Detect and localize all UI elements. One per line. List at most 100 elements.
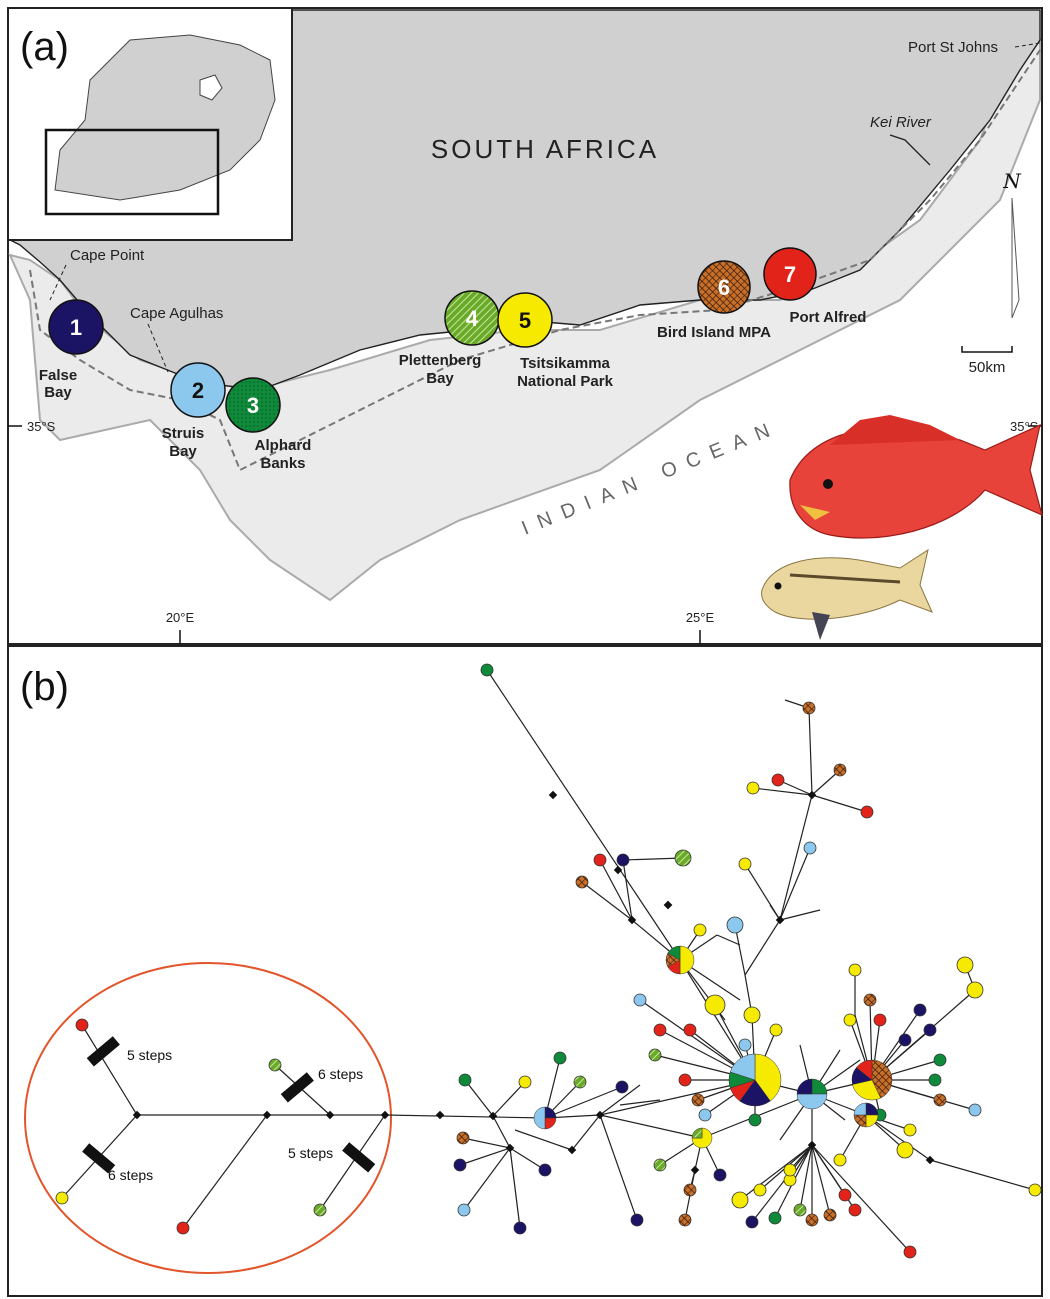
haplotype-node [575, 875, 589, 889]
site-5: 5 Tsitsikamma National Park [497, 292, 614, 390]
site-3: 3 Alphard Banks [225, 377, 311, 472]
haplotype-node [738, 857, 752, 871]
north-label: N [1002, 169, 1022, 193]
haplotype-node [966, 981, 984, 999]
site-name-line2: National Park [517, 373, 614, 390]
fish-illustration-juvenile [761, 548, 933, 640]
network-edge [811, 794, 868, 813]
haplotype-node [674, 849, 692, 867]
country-label: SOUTH AFRICA [431, 134, 659, 164]
haplotype-node [933, 1093, 947, 1107]
panel-a-map: (a) SOUTH AFRICA INDIAN OCEAN Cape Point… [7, 7, 1043, 645]
haplotype-node [458, 1073, 472, 1087]
haplotype-node [838, 1188, 852, 1202]
site-name: False [39, 367, 77, 384]
site-number: 3 [247, 393, 259, 418]
site-number: 1 [70, 315, 82, 340]
lon-label-20: 20°E [166, 610, 195, 625]
pie-slice [533, 1106, 546, 1130]
haplotype-node [873, 1013, 887, 1027]
fish-illustration-adult [789, 415, 1043, 539]
median-vector [595, 1110, 605, 1120]
lat-label-left: 35°S [27, 419, 56, 434]
pie-slice [796, 1093, 828, 1110]
haplotype-node [848, 1203, 862, 1217]
haplotype-node [726, 916, 744, 934]
haplotype-pie-node [853, 1102, 879, 1128]
site-name: Plettenberg [399, 352, 482, 369]
haplotype-node [903, 1123, 917, 1137]
median-vector [807, 790, 817, 800]
haplotype-pie-node [851, 1059, 893, 1101]
haplotype-node [1028, 1183, 1042, 1197]
pie-slice [853, 1102, 867, 1116]
lon-label-25: 25°E [686, 610, 715, 625]
haplotype-node [713, 1168, 727, 1182]
network-edge [581, 881, 633, 921]
network-edge [751, 1144, 813, 1223]
haplotype-pie-node [533, 1106, 557, 1130]
mutation-bar [342, 1142, 376, 1173]
haplotype-node [75, 1018, 89, 1032]
site-number: 4 [466, 306, 479, 331]
median-vector [380, 1110, 390, 1120]
cape-agulhas-label: Cape Agulhas [130, 305, 223, 322]
haplotype-node [633, 993, 647, 1007]
haplotype-node [753, 1183, 767, 1197]
median-vector [567, 1145, 577, 1155]
median-vector [262, 1110, 272, 1120]
network-edge [571, 1114, 601, 1151]
site-2: 2 Struis Bay [162, 362, 226, 460]
site-name-line2: Banks [260, 455, 305, 472]
network-edge [779, 794, 813, 921]
haplotype-node [268, 1058, 282, 1072]
haplotype-node [731, 1191, 749, 1209]
haplotype-node [678, 1213, 692, 1227]
network-edge [492, 1115, 511, 1149]
median-vector [505, 1143, 515, 1153]
median-vector [548, 790, 558, 800]
median-vector [488, 1111, 498, 1121]
mutation-bar [86, 1036, 120, 1067]
site-number: 5 [519, 308, 531, 333]
network-edge [622, 859, 633, 921]
network-edge [509, 1147, 546, 1171]
site-7: 7 Port Alfred [763, 247, 866, 326]
network-edge [462, 1137, 511, 1149]
site-4: 4 Plettenberg Bay [399, 290, 500, 387]
site-1: 1 False Bay [39, 299, 104, 401]
haplotype-node [693, 923, 707, 937]
site-6: 6 Bird Island MPA [657, 260, 771, 341]
haplotype-node [704, 994, 726, 1016]
north-arrow: N [1002, 169, 1022, 319]
haplotype-node [743, 1006, 761, 1024]
site-name-line2: Bay [44, 384, 72, 401]
haplotype-node [55, 1191, 69, 1205]
network-edge [182, 1114, 268, 1229]
pie-slice [691, 1127, 703, 1139]
haplotype-node [653, 1023, 667, 1037]
haplotype-node [769, 1023, 783, 1037]
network-edge [744, 863, 781, 921]
panel-a-tag: (a) [20, 25, 69, 69]
network-edge [544, 1086, 623, 1119]
median-vector [775, 915, 785, 925]
haplotype-node [518, 1075, 532, 1089]
haplotype-node [898, 1033, 912, 1047]
haplotype-node [933, 1053, 947, 1067]
network-edge [463, 1147, 511, 1211]
haplotype-node [783, 1163, 797, 1177]
haplotype-node [793, 1203, 807, 1217]
network-edge [734, 924, 746, 976]
network-edge [622, 857, 684, 861]
haplotype-node [771, 773, 785, 787]
site-marker [497, 292, 553, 348]
network-edge [808, 707, 813, 796]
site-marker [697, 260, 751, 314]
pie-slice [796, 1078, 813, 1095]
haplotype-node [913, 1003, 927, 1017]
step-label: 5 steps [288, 1145, 333, 1161]
haplotype-node [738, 1038, 752, 1052]
step-label: 6 steps [108, 1167, 153, 1183]
haplotype-node [653, 1158, 667, 1172]
